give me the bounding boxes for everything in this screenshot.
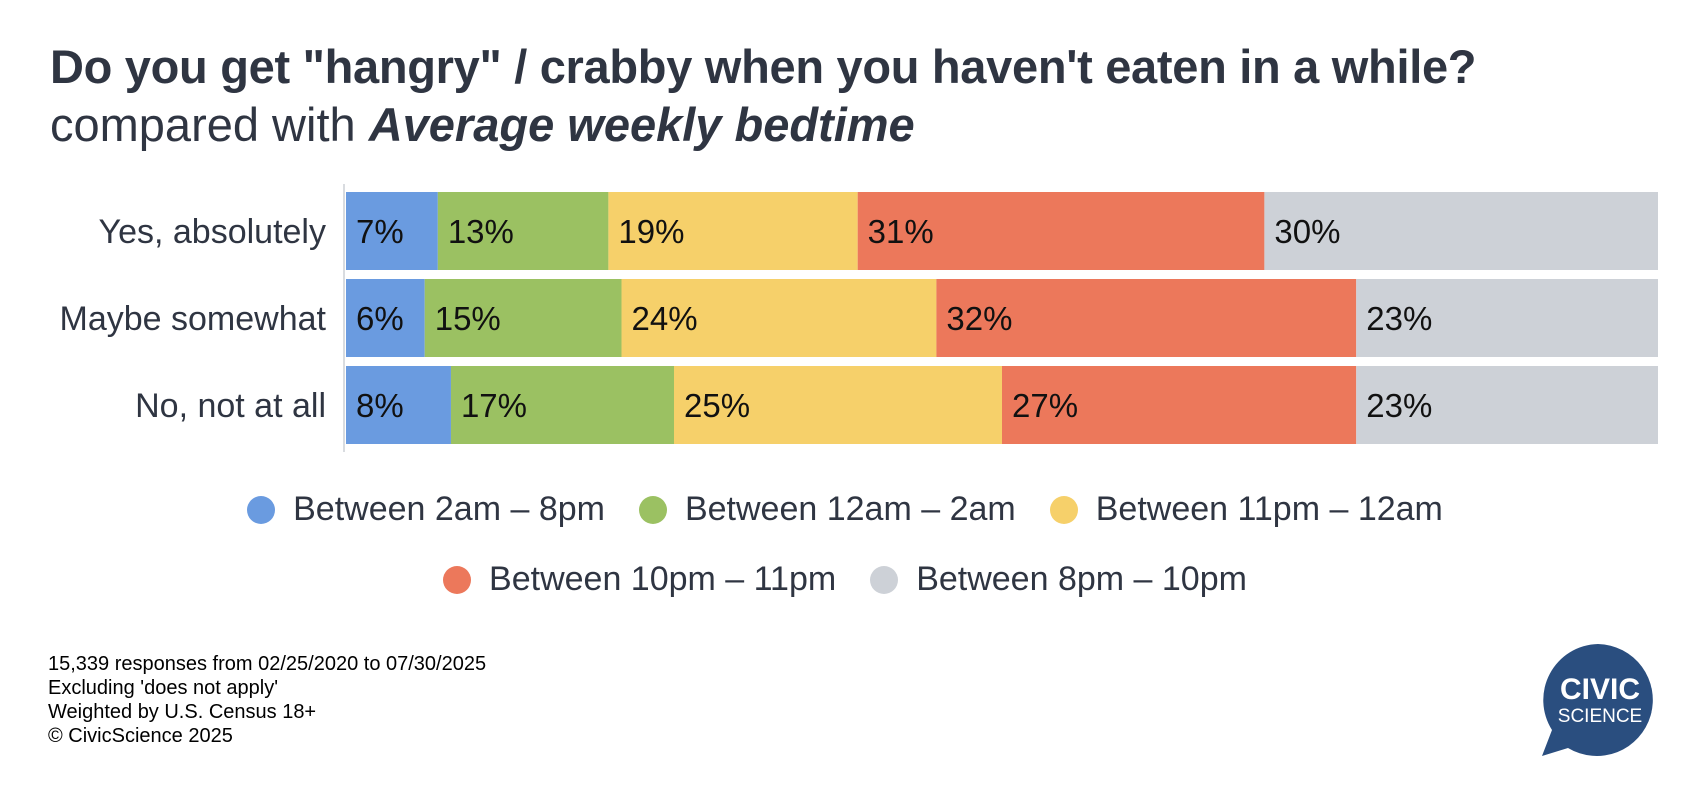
legend-swatch	[247, 495, 276, 524]
data-label: 17%	[461, 387, 527, 424]
bar-segment	[346, 192, 438, 270]
logo-text-civic: CIVIC	[1560, 673, 1640, 706]
bar-segment	[450, 366, 674, 444]
bar-segment	[346, 366, 451, 444]
civicscience-logo: CIVIC SCIENCE	[1542, 644, 1653, 756]
data-label: 31%	[868, 213, 934, 250]
legend-item: Between 10pm – 11pm	[443, 560, 836, 599]
legend-swatch	[638, 495, 667, 524]
bar-segment	[936, 279, 1357, 357]
data-label: 19%	[618, 213, 684, 250]
legend-label: Between 2am – 8pm	[293, 490, 605, 528]
subtitle-emphasis: Average weekly bedtime	[368, 98, 915, 151]
legend-row-2: Between 10pm – 11pm Between 8pm – 10pm	[0, 560, 1690, 599]
data-label: 30%	[1274, 213, 1340, 250]
legend-item: Between 12am – 2am	[638, 490, 1016, 529]
stacked-bar-chart: Yes, absolutely 7% 13% 19% 31% 30% Maybe somew…	[60, 184, 1658, 452]
data-label: 13%	[448, 213, 514, 250]
data-label: 27%	[1012, 387, 1078, 424]
category-label: Maybe somewhat	[60, 300, 327, 338]
legend-swatch	[443, 565, 472, 594]
legend-label: Between 10pm – 11pm	[489, 560, 837, 598]
bar-segment	[674, 366, 1002, 444]
subtitle-prefix: compared with	[50, 98, 369, 151]
legend-row-1: Between 2am – 8pm Between 12am – 2am Betwe…	[0, 490, 1690, 529]
data-label: 7%	[356, 213, 404, 250]
logo-text-science: SCIENCE	[1558, 706, 1642, 727]
bar-segment	[1002, 366, 1357, 444]
bar-segment	[1356, 366, 1658, 444]
bar-segment	[608, 192, 858, 270]
chart-title-block: Do you get "hangry" / crabby when you ha…	[50, 38, 1477, 154]
bar-segment	[1264, 192, 1658, 270]
footnote-exclusion: Excluding 'does not apply'	[48, 677, 279, 699]
category-label: No, not at all	[135, 387, 326, 425]
footnote-copyright: © CivicScience 2025	[48, 725, 233, 747]
legend-item: Between 2am – 8pm	[247, 490, 605, 529]
bar-segment	[424, 279, 622, 357]
footnote-weighting: Weighted by U.S. Census 18+	[48, 701, 317, 723]
footnotes: 15,339 responses from 02/25/2020 to 07/3…	[48, 652, 486, 748]
data-label: 15%	[435, 300, 501, 337]
data-label: 8%	[356, 387, 404, 424]
chart-subtitle: compared with Average weekly bedtime	[50, 96, 1476, 154]
data-label: 32%	[946, 300, 1012, 337]
bar-segment	[346, 279, 425, 357]
legend-swatch	[1049, 495, 1078, 524]
data-label: 25%	[684, 387, 750, 424]
data-label: 23%	[1366, 300, 1432, 337]
legend-label: Between 11pm – 12am	[1095, 490, 1443, 528]
legend-label: Between 8pm – 10pm	[916, 560, 1247, 598]
category-label: Yes, absolutely	[99, 213, 326, 251]
chart-title: Do you get "hangry" / crabby when you ha…	[50, 40, 1477, 93]
data-label: 6%	[356, 300, 404, 337]
bar-segment	[437, 192, 609, 270]
bar-segment	[1356, 279, 1658, 357]
bar-segment	[857, 192, 1265, 270]
legend-item: Between 8pm – 10pm	[870, 560, 1247, 599]
data-label: 23%	[1366, 387, 1432, 424]
data-label: 24%	[632, 300, 698, 337]
legend-label: Between 12am – 2am	[684, 490, 1016, 528]
bar-segment	[621, 279, 937, 357]
legend-item: Between 11pm – 12am	[1049, 490, 1443, 529]
footnote-responses: 15,339 responses from 02/25/2020 to 07/3…	[48, 653, 487, 675]
legend-swatch	[870, 565, 899, 594]
logo-speech-bubble	[1542, 644, 1653, 756]
